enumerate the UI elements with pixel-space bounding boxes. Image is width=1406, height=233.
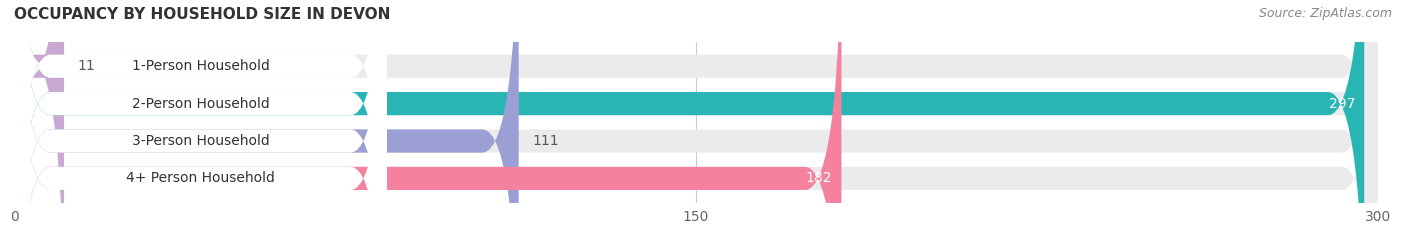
- FancyBboxPatch shape: [14, 0, 1378, 233]
- FancyBboxPatch shape: [14, 0, 1378, 233]
- FancyBboxPatch shape: [14, 0, 387, 233]
- Text: 297: 297: [1329, 97, 1355, 111]
- Text: 182: 182: [806, 171, 832, 185]
- FancyBboxPatch shape: [14, 0, 1378, 233]
- Text: OCCUPANCY BY HOUSEHOLD SIZE IN DEVON: OCCUPANCY BY HOUSEHOLD SIZE IN DEVON: [14, 7, 391, 22]
- FancyBboxPatch shape: [14, 0, 1364, 233]
- Text: 1-Person Household: 1-Person Household: [132, 59, 270, 73]
- FancyBboxPatch shape: [14, 0, 519, 233]
- Text: 11: 11: [77, 59, 96, 73]
- FancyBboxPatch shape: [14, 0, 387, 233]
- FancyBboxPatch shape: [14, 0, 387, 233]
- Text: 4+ Person Household: 4+ Person Household: [127, 171, 276, 185]
- FancyBboxPatch shape: [14, 0, 841, 233]
- FancyBboxPatch shape: [14, 0, 1378, 233]
- FancyBboxPatch shape: [14, 0, 387, 233]
- Text: 3-Person Household: 3-Person Household: [132, 134, 270, 148]
- Text: 111: 111: [533, 134, 560, 148]
- Text: 2-Person Household: 2-Person Household: [132, 97, 270, 111]
- Text: Source: ZipAtlas.com: Source: ZipAtlas.com: [1258, 7, 1392, 20]
- FancyBboxPatch shape: [14, 0, 65, 233]
